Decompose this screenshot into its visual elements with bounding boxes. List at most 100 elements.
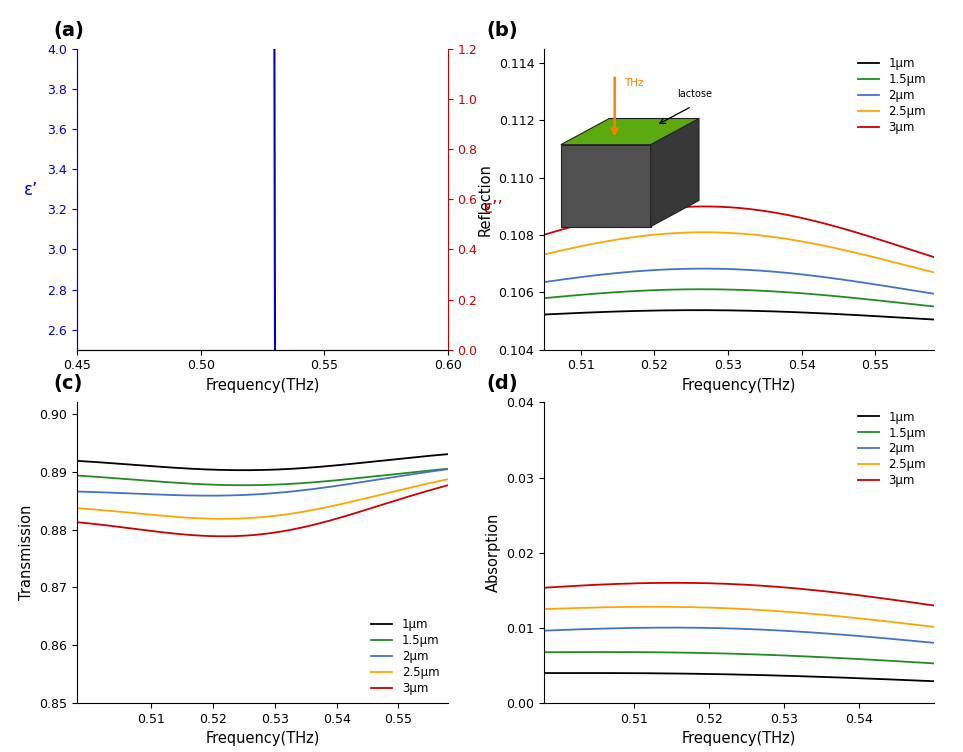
2μm [928,638,940,647]
1μm [833,310,845,319]
2μm [697,264,709,273]
3μm [928,253,940,262]
2μm [71,487,83,496]
2μm [538,277,550,287]
2μm [928,290,940,299]
2μm [799,627,811,636]
2.5μm [320,503,331,512]
3μm [668,578,680,587]
2.5μm [538,250,550,259]
3μm [768,582,780,591]
1μm [692,305,704,314]
1.5μm [538,294,550,303]
1.5μm [716,649,727,658]
1.5μm [716,285,727,294]
Line: 2.5μm: 2.5μm [544,232,934,272]
1.5μm [71,471,83,480]
2.5μm [799,238,811,247]
3μm [608,212,619,221]
2.5μm [768,606,780,615]
2.5μm [71,504,83,513]
2μm [666,623,678,632]
Line: 1.5μm: 1.5μm [544,652,934,663]
3μm [71,517,83,526]
1.5μm [167,478,178,487]
1μm [291,464,302,473]
2μm [716,264,727,273]
1.5μm [608,288,619,297]
1.5μm [833,292,845,301]
3μm [320,517,331,526]
2.5μm [351,496,363,505]
2μm [608,624,619,633]
2μm [291,487,302,496]
2.5μm [833,611,845,620]
1μm [538,310,550,319]
1.5μm [608,647,619,656]
2μm [638,623,650,632]
Y-axis label: ε’: ε’ [23,181,38,199]
3μm [928,601,940,610]
1μm [573,669,585,678]
2μm [608,269,619,278]
1.5μm [833,653,845,663]
2.5μm [768,232,780,241]
Y-axis label: ε’’: ε’’ [484,199,504,217]
1.5μm [768,650,780,660]
3μm [638,578,650,587]
1.5μm [928,302,940,311]
3μm [137,526,148,535]
1μm [639,669,651,678]
1μm [442,450,454,459]
2.5μm [608,235,619,244]
Line: 2.5μm: 2.5μm [544,607,934,627]
X-axis label: Frequency(THz): Frequency(THz) [682,378,796,393]
1.5μm [351,474,363,483]
Legend: 1μm, 1.5μm, 2μm, 2.5μm, 3μm: 1μm, 1.5μm, 2μm, 2.5μm, 3μm [369,616,442,697]
1μm [768,671,780,680]
2.5μm [538,605,550,614]
1μm [928,677,940,686]
3μm [799,214,811,223]
1.5μm [538,647,550,656]
1.5μm [137,476,148,485]
1.5μm [799,652,811,661]
X-axis label: Frequency(THz): Frequency(THz) [205,732,320,747]
2.5μm [217,514,228,523]
2.5μm [442,475,454,484]
1μm [238,465,249,475]
Line: 3μm: 3μm [77,485,448,536]
3μm [833,588,845,597]
Line: 1.5μm: 1.5μm [77,468,448,485]
2μm [320,483,331,492]
Line: 2μm: 2μm [544,268,934,294]
1.5μm [639,647,651,656]
2.5μm [137,509,148,518]
3μm [698,202,710,211]
2μm [204,491,216,500]
3μm [768,208,780,217]
1μm [71,456,83,465]
3μm [291,524,302,533]
3μm [638,207,650,216]
1.5μm [291,479,302,488]
1μm [799,672,811,681]
1μm [716,306,727,315]
1μm [833,673,845,682]
1μm [240,465,251,475]
2.5μm [240,514,251,523]
1.5μm [320,477,331,486]
2μm [351,478,363,487]
1μm [137,461,148,470]
2.5μm [608,602,619,611]
2.5μm [647,602,659,611]
1μm [608,307,619,316]
Y-axis label: Reflection: Reflection [478,163,493,235]
Text: (c): (c) [53,374,83,393]
Text: (b): (b) [486,21,518,40]
1μm [928,315,940,324]
Line: 2μm: 2μm [77,469,448,496]
Line: 1μm: 1μm [544,310,934,320]
2μm [768,626,780,635]
3μm [833,223,845,232]
